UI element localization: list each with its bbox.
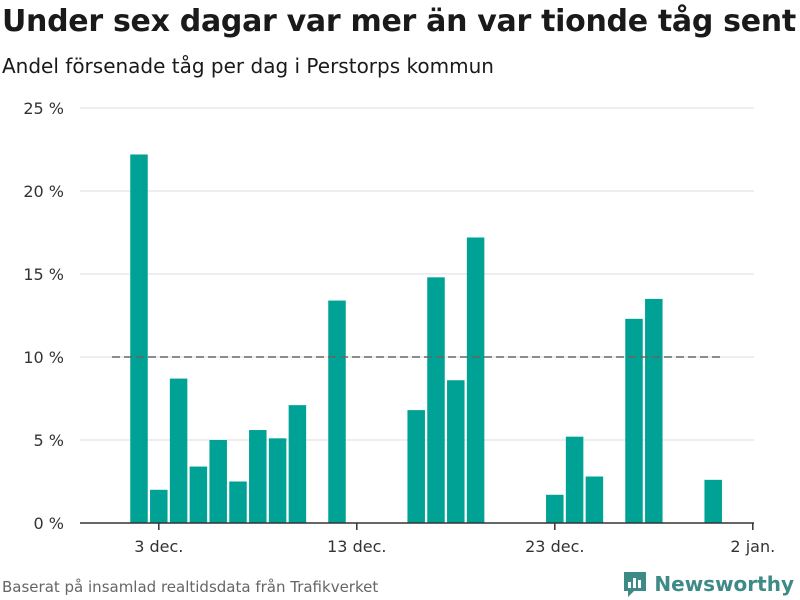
- bar-2019-12-16: [407, 410, 425, 523]
- x-tick-label: 13 dec.: [327, 537, 386, 556]
- bar-2019-12-18: [447, 380, 465, 523]
- bar-2019-12-25: [585, 476, 604, 523]
- bar-2019-12-04: [169, 378, 188, 523]
- newsworthy-logo-icon: [624, 572, 647, 597]
- chart-title: Under sex dagar var mer än var tionde tå…: [2, 4, 796, 39]
- bar-2019-12-19: [466, 237, 485, 524]
- bar-2019-12-28: [645, 298, 663, 523]
- x-axis: [80, 522, 754, 530]
- y-tick-label: 10 %: [23, 348, 64, 367]
- chart-subtitle: Andel försenade tåg per dag i Perstorps …: [2, 54, 494, 78]
- bar-2019-12-05: [189, 466, 208, 523]
- bar-2019-12-12: [328, 300, 346, 523]
- bar-2019-12-24: [565, 436, 584, 523]
- y-tick-label: 25 %: [23, 99, 64, 118]
- x-tick-label: 3 dec.: [134, 537, 183, 556]
- bar-2019-12-10: [288, 405, 307, 523]
- bar-2019-12-31: [704, 479, 722, 523]
- brand-name: Newsworthy: [654, 572, 794, 596]
- y-tick-label: 20 %: [23, 182, 64, 201]
- bar-2019-12-03: [150, 489, 168, 523]
- bar-2019-12-07: [229, 481, 247, 523]
- source-note: Baserat på insamlad realtidsdata från Tr…: [2, 578, 379, 596]
- y-axis-tick-labels: 0 % 5 % 10 % 15 % 20 % 25 %: [23, 99, 64, 533]
- bar-chart: 0 % 5 % 10 % 15 % 20 % 25 % 3 dec. 13 dec. 23 d…: [23, 99, 775, 556]
- x-axis-tick-labels: 3 dec. 13 dec. 23 dec. 2 jan.: [134, 537, 775, 556]
- bars: [130, 154, 722, 524]
- y-tick-label: 15 %: [23, 265, 64, 284]
- y-tick-label: 0 %: [34, 514, 64, 533]
- x-tick-label: 23 dec.: [525, 537, 584, 556]
- bar-2019-12-06: [209, 440, 227, 523]
- x-tick-label: 2 jan.: [730, 537, 775, 556]
- bar-2019-12-23: [546, 494, 564, 523]
- bar-2019-12-27: [625, 318, 643, 523]
- bar-2019-12-17: [427, 277, 445, 523]
- y-tick-label: 5 %: [34, 431, 64, 450]
- bar-2019-12-09: [268, 438, 287, 523]
- bar-2019-12-02: [130, 154, 148, 524]
- brand-logo: Newsworthy: [622, 570, 794, 598]
- bar-2019-12-08: [249, 430, 267, 523]
